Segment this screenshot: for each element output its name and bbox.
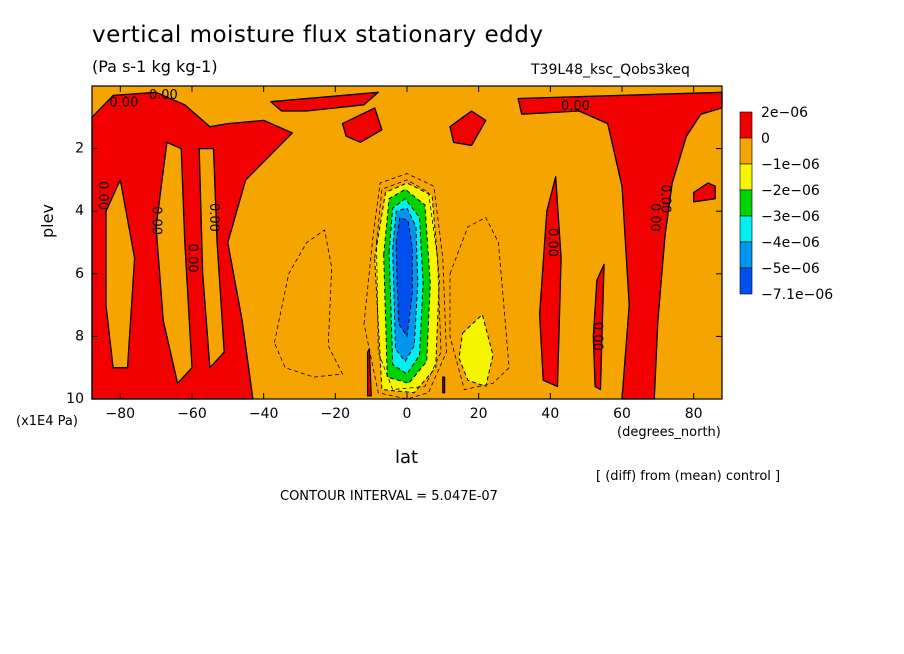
- y-axis-unit: (x1E4 Pa): [16, 414, 78, 429]
- negative-contour-lines: [273, 173, 510, 400]
- colorbar-swatch: [739, 137, 753, 165]
- dashed-contour: [273, 229, 344, 378]
- colorbar-label: −5e−06: [761, 261, 820, 277]
- contour-label: 0.00: [149, 206, 164, 235]
- colorbar-swatch: [739, 163, 753, 191]
- positive-region: [538, 176, 562, 388]
- colorbar-swatch: [739, 215, 753, 243]
- y-tick-label: 4: [75, 203, 84, 219]
- x-axis-unit: (degrees_north): [617, 425, 721, 440]
- negative-region-minus1: [458, 313, 494, 388]
- near-zero-region: [198, 147, 225, 369]
- dashed-contour: [363, 173, 447, 400]
- x-tick-label: −40: [249, 406, 279, 422]
- x-tick-label: 60: [613, 406, 631, 422]
- positive-region: [91, 91, 293, 400]
- contour-label: 0.00: [561, 99, 590, 114]
- positive-region: [693, 182, 716, 203]
- positive-region: [341, 107, 383, 143]
- contour-label: 0.00: [658, 184, 673, 213]
- x-tick-label: 40: [541, 406, 559, 422]
- units-label: (Pa s-1 kg kg-1): [92, 57, 218, 76]
- contour-label: 0.00: [206, 203, 221, 232]
- contour-interval-label: CONTOUR INTERVAL = 5.047E-07: [280, 489, 498, 504]
- contour-label: 0.00: [545, 228, 560, 257]
- near-zero-region: [105, 179, 136, 369]
- near-zero-region: [155, 141, 193, 384]
- contour-label: 0.00: [95, 181, 110, 210]
- colorbar-label: 0: [761, 131, 770, 147]
- y-tick-label: 10: [66, 391, 84, 407]
- contour-label: 0.00: [647, 203, 662, 232]
- y-axis-ticks: 2 4 6 8 10: [66, 141, 722, 407]
- colorbar-swatch: [739, 241, 753, 269]
- run-name-label: T39L48_ksc_Qobs3keq: [531, 62, 690, 78]
- colorbar-label: −2e−06: [761, 183, 820, 199]
- positive-region: [366, 348, 372, 397]
- positive-region: [517, 91, 723, 400]
- contour-label: 0.00: [184, 244, 199, 273]
- x-tick-label: 0: [403, 406, 412, 422]
- contour-label: 0.00: [109, 96, 138, 111]
- filled-contours: [91, 86, 723, 400]
- x-axis-ticks: −80 −60 −40 −20 0 20 40 60 80: [106, 86, 703, 422]
- positive-region: [442, 376, 446, 394]
- diff-note: [ (diff) from (mean) control ]: [596, 469, 781, 484]
- positive-region: [270, 91, 379, 112]
- positive-region: [449, 110, 487, 147]
- colorbar-swatch: [739, 189, 753, 217]
- y-tick-label: 6: [75, 266, 84, 282]
- colorbar-label: −3e−06: [761, 209, 820, 225]
- x-tick-label: −60: [177, 406, 207, 422]
- negative-region-minus5: [395, 216, 413, 338]
- colorbar-swatch: [739, 267, 753, 295]
- chart-title: vertical moisture flux stationary eddy: [92, 22, 544, 48]
- x-tick-label: 80: [685, 406, 703, 422]
- colorbar-label: −1e−06: [761, 157, 820, 173]
- x-tick-label: −80: [106, 406, 136, 422]
- colorbar: 2e−06 0 −1e−06 −2e−06 −3e−06 −4e−06 −5e−06 −7.1…: [739, 105, 833, 303]
- positive-region: [592, 263, 605, 391]
- y-tick-label: 8: [75, 328, 84, 344]
- dashed-contour: [449, 216, 510, 391]
- colorbar-label: −7.1e−06: [761, 287, 833, 303]
- contour-label: 0.00: [589, 322, 604, 351]
- dashed-contour: [376, 179, 442, 391]
- contour-labels: 0.000.000.000.000.000.000.000.000.000.00…: [95, 88, 673, 351]
- x-tick-label: 20: [470, 406, 488, 422]
- contour-label: 0.00: [149, 88, 178, 103]
- y-tick-label: 2: [75, 141, 84, 157]
- x-axis-label: lat: [395, 447, 419, 468]
- colorbar-swatch: [739, 111, 753, 139]
- colorbar-label: −4e−06: [761, 235, 820, 251]
- x-tick-label: −20: [321, 406, 351, 422]
- colorbar-label: 2e−06: [761, 105, 808, 121]
